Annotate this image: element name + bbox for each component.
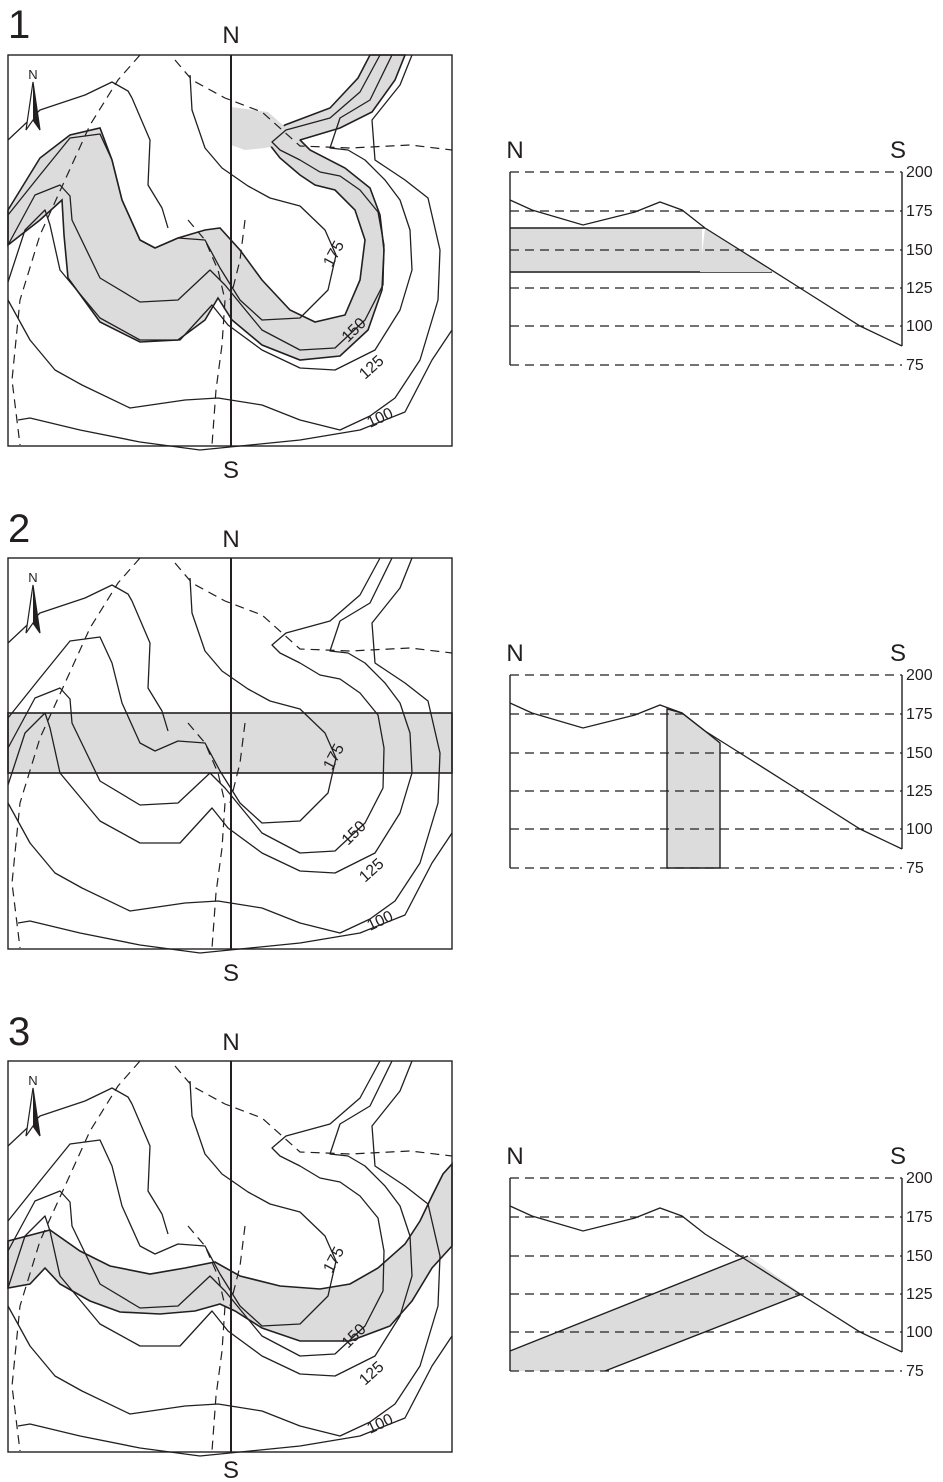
profile-south-label: S bbox=[890, 137, 906, 164]
north-arrow-icon bbox=[26, 1088, 40, 1136]
north-arrow-icon bbox=[26, 585, 40, 633]
contour-label-100: 100 bbox=[365, 908, 396, 935]
elev-150: 150 bbox=[906, 242, 933, 259]
arrow-label: N bbox=[28, 67, 37, 82]
layer-band bbox=[510, 1256, 802, 1371]
elev-150: 150 bbox=[906, 745, 933, 762]
elev-175: 175 bbox=[906, 706, 933, 723]
elev-75: 75 bbox=[906, 1363, 924, 1380]
elev-125: 125 bbox=[906, 280, 933, 297]
panel-1: 1 N S N 175 150 125 100 bbox=[8, 3, 933, 484]
elev-75: 75 bbox=[906, 357, 924, 374]
profile-south-label: S bbox=[890, 1143, 906, 1170]
layer-band bbox=[667, 709, 720, 868]
profile-north-label: N bbox=[506, 640, 523, 667]
elev-100: 100 bbox=[906, 1324, 933, 1341]
elev-200: 200 bbox=[906, 1170, 933, 1187]
cross-section: N S 200 175 150 125 100 75 bbox=[506, 640, 932, 877]
map-south-label: S bbox=[223, 960, 239, 987]
elev-100: 100 bbox=[906, 318, 933, 335]
profile-south-label: S bbox=[890, 640, 906, 667]
cross-section: N S 200 175 150 125 100 75 bbox=[506, 1143, 932, 1380]
elev-100: 100 bbox=[906, 821, 933, 838]
topographic-map: N 175 150 125 100 bbox=[8, 55, 452, 450]
arrow-label: N bbox=[28, 570, 37, 585]
topographic-map: N 175 150 125 100 bbox=[8, 558, 452, 953]
elev-200: 200 bbox=[906, 164, 933, 181]
panel-2: 2 N S N 175 150 125 100 bbox=[8, 507, 933, 987]
map-south-label: S bbox=[223, 457, 239, 484]
elev-75: 75 bbox=[906, 860, 924, 877]
map-south-label: S bbox=[223, 1457, 239, 1482]
map-north-label: N bbox=[222, 526, 239, 553]
contour-label-175: 175 bbox=[321, 238, 349, 270]
cross-section: N S 200 175 150 125 100 75 bbox=[506, 137, 932, 374]
panel-number: 3 bbox=[8, 1010, 30, 1054]
elev-150: 150 bbox=[906, 1248, 933, 1265]
elev-125: 125 bbox=[906, 1286, 933, 1303]
contour-label-175: 175 bbox=[321, 1244, 349, 1276]
arrow-label: N bbox=[28, 1073, 37, 1088]
panel-3: 3 N S N 175 150 125 100 bbox=[8, 1010, 933, 1482]
elev-125: 125 bbox=[906, 783, 933, 800]
elev-175: 175 bbox=[906, 203, 933, 220]
elev-175: 175 bbox=[906, 1209, 933, 1226]
panel-number: 2 bbox=[8, 507, 30, 551]
north-arrow-icon bbox=[26, 82, 40, 130]
panel-number: 1 bbox=[8, 3, 30, 47]
contour-label-100: 100 bbox=[365, 1411, 396, 1438]
profile-north-label: N bbox=[506, 1143, 523, 1170]
map-north-label: N bbox=[222, 22, 239, 49]
topographic-map: N 175 150 125 100 bbox=[8, 1061, 452, 1456]
contour-label-100: 100 bbox=[365, 405, 396, 432]
elev-200: 200 bbox=[906, 667, 933, 684]
profile-north-label: N bbox=[506, 137, 523, 164]
map-north-label: N bbox=[222, 1029, 239, 1056]
